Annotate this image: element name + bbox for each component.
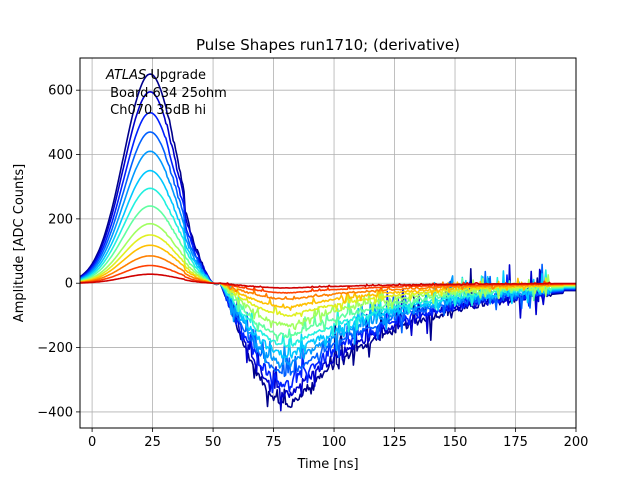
- series-group: [80, 73, 576, 412]
- x-tick-label: 175: [503, 435, 528, 450]
- annotation: ATLAS Upgrade Board 634 25ohm Ch070 35dB…: [105, 68, 227, 118]
- x-tick-label: 125: [382, 435, 407, 450]
- y-tick-label: 200: [48, 212, 73, 227]
- chart-title: Pulse Shapes run1710; (derivative): [196, 36, 460, 54]
- x-tick-label: 75: [265, 435, 282, 450]
- series-line: [80, 244, 576, 311]
- annotation-atlas: ATLAS: [105, 68, 146, 83]
- x-axis-title: Time [ns]: [296, 457, 358, 472]
- plot-frame: [79, 57, 577, 429]
- y-tick-label: −200: [37, 341, 73, 356]
- series-line: [80, 222, 576, 331]
- ticks: 0 25 50 75 100 125 150 175 200 −400 −200 0 200 400 600: [37, 84, 588, 450]
- svg-text:ATLAS Upgrade: ATLAS Upgrade: [105, 68, 206, 83]
- y-tick-label: 600: [48, 84, 73, 99]
- x-tick-label: 200: [564, 435, 589, 450]
- grid: [80, 58, 577, 428]
- y-tick-label: 0: [65, 277, 73, 292]
- series-line: [80, 255, 576, 301]
- x-tick-label: 100: [322, 435, 347, 450]
- y-tick-label: 400: [48, 148, 73, 163]
- series-line: [80, 205, 576, 342]
- series-line: [80, 264, 576, 294]
- y-tick-label: −400: [37, 405, 73, 420]
- series-line: [80, 169, 576, 359]
- x-tick-label: 0: [88, 435, 96, 450]
- annotation-line2: Board 634 25ohm: [106, 86, 227, 101]
- x-tick-label: 25: [144, 435, 161, 450]
- series-line: [80, 111, 576, 394]
- annotation-line1: Upgrade: [146, 68, 206, 83]
- y-axis-title: Amplitude [ADC Counts]: [12, 164, 27, 322]
- annotation-line3: Ch070 35dB hi: [106, 103, 206, 118]
- series-line: [80, 273, 576, 289]
- x-tick-label: 150: [443, 435, 468, 450]
- x-tick-label: 50: [205, 435, 222, 450]
